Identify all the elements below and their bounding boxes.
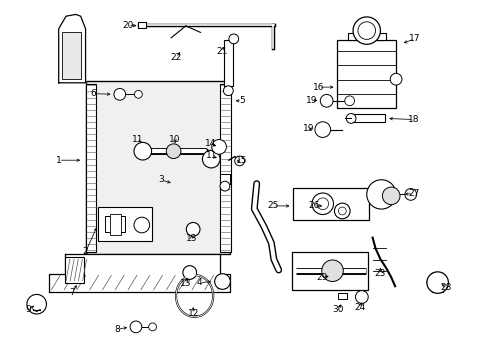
Circle shape [134, 217, 149, 233]
Circle shape [148, 323, 156, 331]
Circle shape [382, 187, 399, 204]
Bar [292, 252, 367, 290]
Text: 29: 29 [315, 274, 327, 282]
Text: 13: 13 [180, 279, 191, 288]
Text: 20: 20 [122, 21, 134, 30]
Text: 10: 10 [169, 135, 181, 144]
Text: 19: 19 [305, 95, 317, 104]
Text: 1: 1 [56, 156, 61, 165]
Text: 23: 23 [374, 269, 386, 278]
Text: 12: 12 [187, 309, 199, 318]
Circle shape [357, 22, 375, 39]
Text: 24: 24 [353, 303, 365, 312]
Bar [351, 114, 385, 122]
Text: 9: 9 [25, 305, 31, 314]
Circle shape [404, 189, 416, 200]
Bar [98, 207, 151, 241]
Circle shape [316, 198, 328, 210]
Bar [220, 174, 229, 184]
Bar [85, 81, 229, 254]
Text: 11: 11 [205, 151, 217, 161]
Text: 6: 6 [90, 89, 96, 98]
Bar [224, 40, 232, 86]
Text: 4: 4 [196, 278, 202, 287]
Text: 7: 7 [69, 288, 75, 297]
Bar [338, 293, 346, 299]
Text: 27: 27 [407, 189, 419, 198]
Circle shape [214, 274, 230, 289]
Circle shape [355, 291, 367, 303]
Circle shape [344, 96, 354, 106]
Bar [337, 40, 395, 108]
Circle shape [321, 260, 343, 282]
Circle shape [220, 181, 229, 191]
Circle shape [130, 321, 142, 333]
Text: 22: 22 [170, 53, 182, 62]
Text: 8: 8 [114, 325, 120, 334]
Text: 21: 21 [216, 46, 228, 55]
Circle shape [134, 143, 151, 160]
Circle shape [234, 156, 244, 166]
Circle shape [320, 94, 332, 107]
Polygon shape [49, 254, 229, 292]
Circle shape [346, 113, 355, 123]
Circle shape [134, 90, 142, 98]
Circle shape [166, 144, 181, 158]
Text: 18: 18 [407, 115, 419, 124]
Circle shape [338, 207, 346, 215]
Bar [85, 84, 96, 252]
Circle shape [202, 150, 220, 168]
Text: 14: 14 [204, 139, 216, 148]
Circle shape [114, 89, 125, 100]
Circle shape [186, 222, 200, 236]
Circle shape [389, 73, 401, 85]
Text: 11: 11 [132, 135, 143, 144]
Bar [138, 22, 145, 28]
Bar [293, 188, 368, 220]
Text: 3: 3 [158, 175, 164, 184]
Text: 25: 25 [266, 201, 278, 210]
Circle shape [228, 34, 238, 44]
Polygon shape [59, 14, 85, 83]
Text: 2: 2 [82, 248, 88, 256]
Circle shape [366, 180, 395, 209]
Bar [220, 84, 230, 252]
Circle shape [211, 140, 226, 154]
Circle shape [314, 122, 330, 138]
Text: 17: 17 [408, 34, 420, 43]
Bar [62, 32, 81, 79]
Circle shape [334, 203, 349, 219]
Text: 13: 13 [185, 234, 197, 243]
Text: 16: 16 [312, 83, 324, 91]
Circle shape [27, 294, 46, 314]
Circle shape [311, 193, 333, 215]
Circle shape [426, 272, 447, 293]
Bar [110, 214, 121, 235]
Bar [64, 257, 84, 283]
Text: 19: 19 [303, 124, 314, 133]
Text: 26: 26 [307, 201, 319, 210]
Circle shape [183, 266, 196, 279]
Text: 30: 30 [332, 305, 344, 314]
Bar [347, 33, 386, 40]
Circle shape [352, 17, 380, 44]
Text: 15: 15 [235, 156, 247, 165]
Bar [105, 216, 124, 232]
Text: 5: 5 [239, 96, 244, 105]
Text: 28: 28 [439, 283, 451, 292]
Circle shape [223, 86, 233, 96]
